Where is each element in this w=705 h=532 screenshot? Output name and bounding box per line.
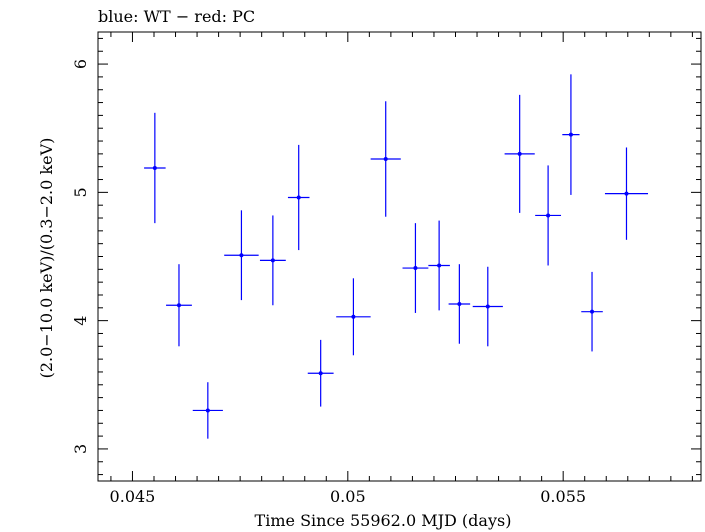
data-point <box>259 215 286 306</box>
data-point <box>336 278 371 356</box>
y-tick-label: 4 <box>71 316 90 326</box>
data-point <box>370 101 401 217</box>
point-marker <box>485 304 490 309</box>
point-marker <box>624 191 629 196</box>
y-tick-label: 5 <box>71 187 90 197</box>
y-tick-label: 3 <box>71 444 90 454</box>
point-marker <box>546 213 551 218</box>
point-marker <box>413 266 418 271</box>
point-marker <box>437 263 442 268</box>
data-point <box>402 223 429 313</box>
data-point <box>144 112 166 224</box>
data-point <box>562 74 580 195</box>
data-point <box>581 271 603 352</box>
point-marker <box>176 303 181 308</box>
point-marker <box>205 408 210 413</box>
y-tick-label: 6 <box>71 59 90 69</box>
data-point <box>287 144 310 251</box>
data-point <box>428 220 450 311</box>
point-marker <box>568 132 573 137</box>
point-marker <box>457 301 462 306</box>
data-point <box>504 94 535 213</box>
data-point <box>535 165 562 266</box>
data-point <box>224 210 259 301</box>
point-marker <box>383 157 388 162</box>
data-point <box>472 266 503 347</box>
chart-title: blue: WT − red: PC <box>98 7 255 26</box>
point-marker <box>239 253 244 258</box>
point-marker <box>590 309 595 314</box>
x-axis-label: Time Since 55962.0 MJD (days) <box>255 511 512 530</box>
point-marker <box>152 165 157 170</box>
x-tick-label: 0.055 <box>540 487 586 506</box>
point-marker <box>351 314 356 319</box>
x-tick-label: 0.045 <box>110 487 156 506</box>
point-marker <box>517 151 522 156</box>
data-point <box>604 147 649 240</box>
point-marker <box>318 371 323 376</box>
data-series <box>144 74 649 439</box>
plot-frame <box>97 31 702 482</box>
data-point <box>307 339 334 407</box>
y-axis-label: (2.0−10.0 keV)/(0.3−2.0 keV) <box>37 138 56 379</box>
x-tick-label: 0.05 <box>330 487 366 506</box>
x-axis: 0.045 0.05 0.055 <box>110 32 693 506</box>
point-marker <box>270 258 275 263</box>
data-point <box>166 264 192 347</box>
data-point <box>448 264 471 344</box>
point-marker <box>296 195 301 200</box>
data-point <box>192 382 223 439</box>
y-axis: 3 4 5 6 <box>71 37 701 476</box>
